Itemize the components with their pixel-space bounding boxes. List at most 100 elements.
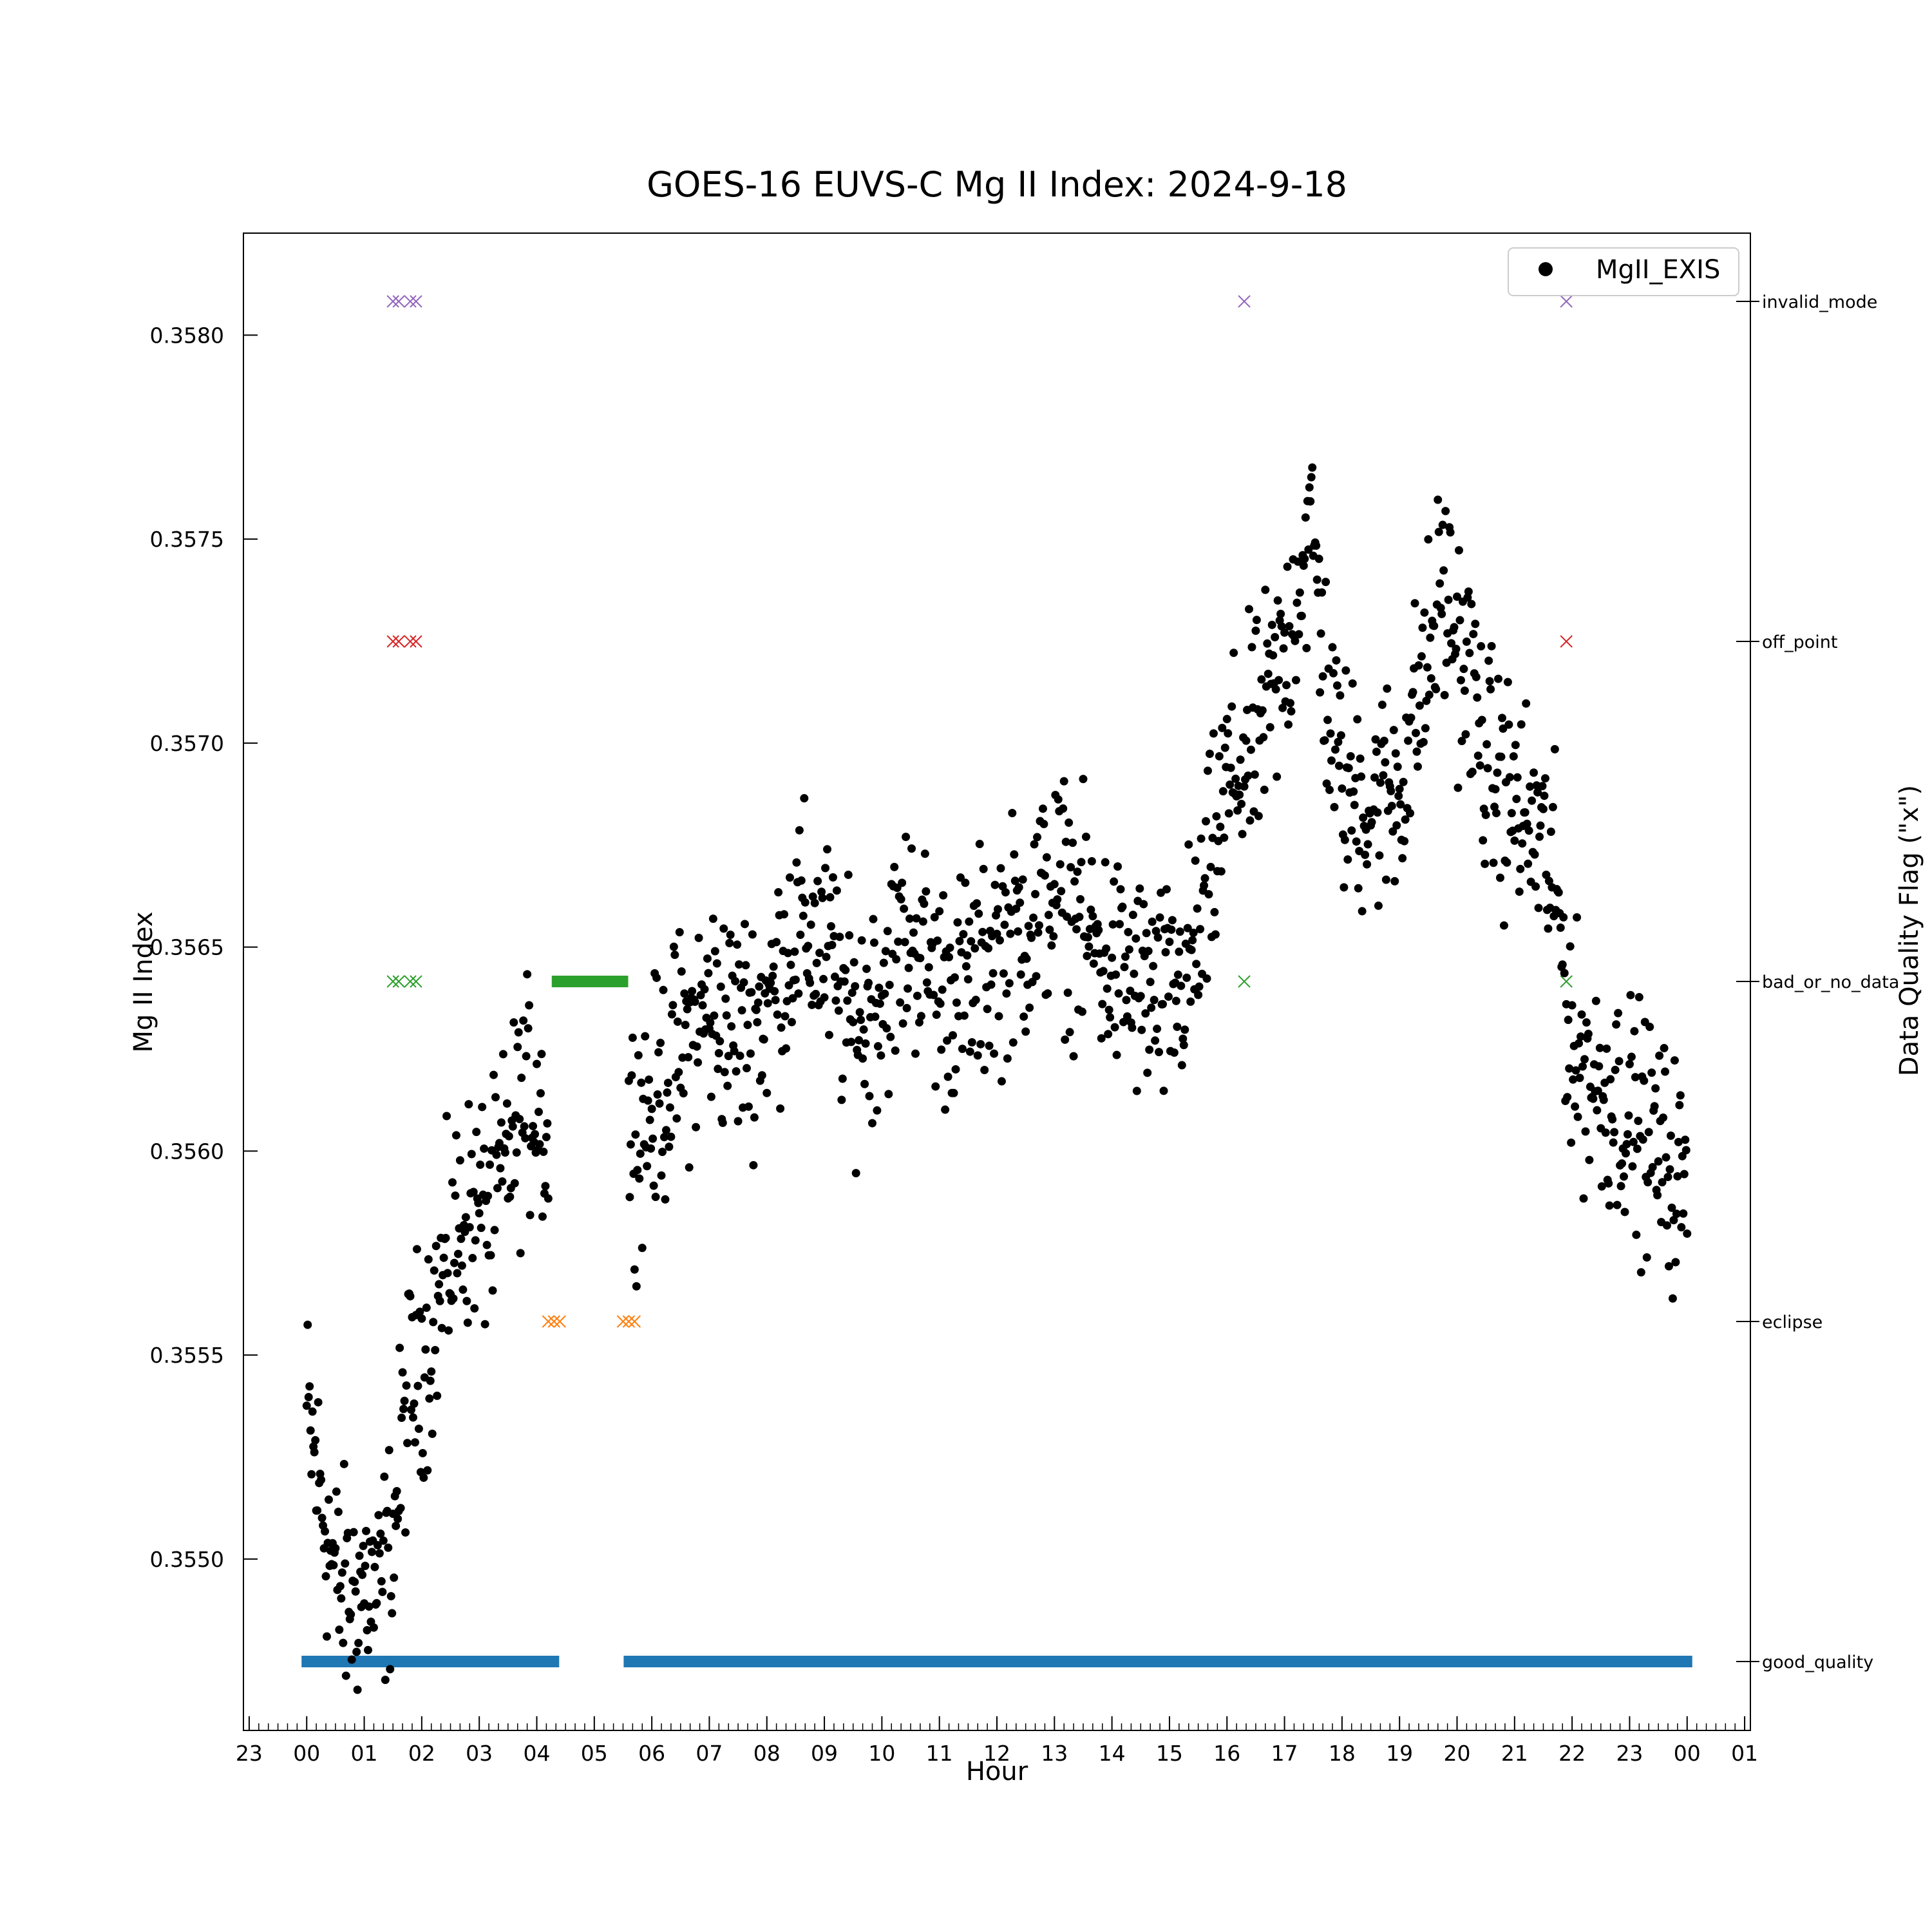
mgii-data-point	[393, 1514, 402, 1523]
mgii-data-point	[879, 958, 888, 967]
flag-marker	[392, 975, 405, 988]
x-axis-ticks: 23 00 01 02 03 04 05 06 07 08 09 10 11 12 13 14 15 16 17 18…	[236, 1716, 1758, 1766]
mgii-data-point	[1398, 854, 1407, 863]
mgii-data-point	[1002, 989, 1011, 998]
mgii-data-point	[375, 1549, 384, 1558]
mgii-data-point	[1564, 1016, 1573, 1025]
mgii-data-point	[1634, 1116, 1643, 1125]
mgii-data-point	[712, 959, 721, 968]
mgii-data-point	[1226, 763, 1235, 772]
mgii-data-point	[1680, 1170, 1689, 1179]
mgii-data-point	[922, 887, 931, 896]
mgii-data-point	[719, 924, 728, 933]
right-tick-label: bad_or_no_data	[1762, 972, 1899, 992]
mgii-data-point	[843, 996, 852, 1005]
mgii-data-point	[1019, 1012, 1028, 1021]
mgii-data-point	[677, 967, 686, 976]
legend: MgII_EXIS	[1508, 247, 1739, 296]
mgii-data-point	[335, 1625, 344, 1634]
mgii-data-point	[930, 913, 939, 922]
mgii-data-point	[943, 1072, 952, 1081]
mgii-data-point	[1122, 1012, 1132, 1021]
mgii-data-point	[401, 1528, 410, 1537]
mgii-data-point	[1616, 1182, 1625, 1191]
mgii-data-point	[381, 1675, 390, 1684]
mgii-data-point	[1495, 873, 1504, 882]
mgii-data-point	[1461, 730, 1470, 739]
mgii-data-point	[510, 1179, 519, 1188]
mgii-data-point	[1142, 929, 1151, 938]
mgii-data-point	[990, 1049, 999, 1058]
mgii-data-point	[1200, 881, 1209, 890]
mgii-data-point	[1673, 1172, 1682, 1181]
flag-marker	[392, 295, 405, 308]
mgii-data-point	[1363, 840, 1372, 849]
mgii-data-point	[937, 1045, 946, 1054]
mgii-data-point	[1336, 691, 1345, 700]
mgii-data-point	[1589, 1094, 1598, 1103]
mgii-data-point	[1530, 768, 1539, 777]
mgii-data-point	[1681, 1135, 1690, 1144]
mgii-data-point	[1530, 850, 1539, 859]
mgii-data-point	[1465, 649, 1474, 658]
mgii-data-point	[1027, 933, 1036, 942]
mgii-data-point	[720, 1068, 729, 1077]
mgii-data-point	[786, 960, 795, 969]
mgii-data-point	[681, 1020, 690, 1029]
mgii-data-point	[898, 1019, 907, 1028]
x-tick-label: 07	[696, 1741, 723, 1766]
mgii-data-point	[532, 1059, 541, 1068]
mgii-data-point	[951, 973, 960, 982]
mgii-data-point	[433, 1391, 442, 1400]
mgii-data-point	[873, 1042, 882, 1051]
flag-marker	[392, 635, 405, 648]
mgii-data-point	[363, 1625, 372, 1634]
mgii-data-point	[1104, 1030, 1113, 1039]
mgii-data-point	[1597, 1182, 1606, 1191]
mgii-data-point	[1642, 1253, 1651, 1262]
mgii-data-point	[1347, 826, 1356, 835]
mgii-data-point	[308, 1407, 317, 1416]
mgii-data-point	[329, 1560, 338, 1569]
mgii-data-point	[1084, 942, 1094, 951]
mgii-data-point	[1192, 960, 1201, 969]
mgii-data-point	[1168, 916, 1177, 925]
mgii-data-point	[1033, 833, 1042, 842]
mgii-data-point	[975, 840, 984, 849]
mgii-data-point	[324, 1495, 333, 1504]
mgii-data-point	[1246, 745, 1255, 754]
mgii-data-point	[435, 1280, 444, 1289]
mgii-data-point	[1254, 811, 1263, 820]
mgii-data-point	[515, 1115, 524, 1124]
mgii-data-point	[1539, 804, 1548, 813]
mgii-data-point	[668, 1001, 677, 1010]
mgii-data-point	[418, 1448, 427, 1457]
mgii-data-point	[1399, 777, 1408, 786]
mgii-data-point	[679, 1089, 688, 1098]
mgii-data-point	[865, 1092, 874, 1101]
mgii-data-point	[535, 1140, 544, 1149]
mgii-data-point	[1218, 723, 1227, 732]
mgii-data-point	[1524, 826, 1533, 835]
mgii-data-point	[656, 1038, 665, 1047]
mgii-data-point	[1518, 839, 1527, 848]
mgii-data-point	[700, 985, 709, 994]
mgii-data-point	[493, 1184, 502, 1193]
mgii-data-point	[497, 1118, 506, 1127]
flag-marker	[622, 1315, 636, 1328]
mgii-data-point	[1087, 857, 1096, 866]
mgii-data-point	[770, 987, 779, 996]
mgii-data-point	[1006, 929, 1015, 938]
mgii-data-point	[1238, 829, 1247, 838]
mgii-data-point	[461, 1213, 470, 1222]
mgii-data-point	[1155, 913, 1164, 922]
mgii-data-point	[976, 1039, 985, 1048]
mgii-data-point	[1076, 895, 1085, 904]
mgii-data-point	[1672, 1209, 1681, 1218]
mgii-data-point	[544, 1194, 553, 1203]
mgii-data-point	[657, 1171, 666, 1180]
mgii-data-point	[1395, 784, 1404, 793]
mgii-data-point	[685, 1163, 694, 1172]
mgii-data-point	[1511, 741, 1520, 750]
mgii-data-point	[1681, 1146, 1690, 1155]
